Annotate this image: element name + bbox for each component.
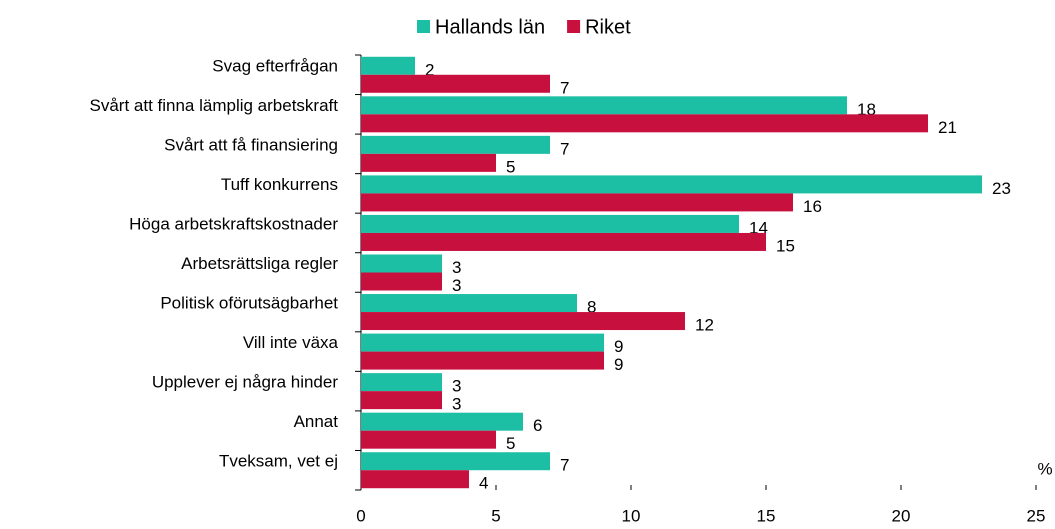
value-label: 9 (614, 355, 623, 374)
bar (361, 294, 577, 313)
x-tick-label: 20 (892, 506, 911, 525)
y-tick-label: Svårt att finna lämplig arbetskraft (89, 96, 338, 115)
value-label: 8 (587, 298, 596, 317)
value-label: 21 (938, 118, 957, 137)
x-tick-label: 10 (622, 506, 641, 525)
value-label: 2 (425, 60, 434, 79)
value-label: 3 (452, 276, 461, 295)
legend-swatch (567, 20, 581, 33)
value-label: 9 (614, 337, 623, 356)
y-tick-label: Vill inte växa (243, 333, 339, 352)
value-label: 3 (452, 258, 461, 277)
value-label: 14 (749, 218, 768, 237)
value-label: 7 (560, 456, 569, 475)
value-label: 6 (533, 416, 542, 435)
bar (361, 312, 685, 331)
y-tick-label: Svårt att få finansiering (164, 135, 338, 154)
bar (361, 114, 928, 133)
y-tick-label: Annat (294, 412, 339, 431)
x-tick-label: 15 (757, 506, 776, 525)
bar (361, 96, 847, 115)
bar (361, 452, 550, 471)
y-tick-label: Höga arbetskraftskostnader (129, 214, 338, 233)
value-label: 12 (695, 316, 714, 335)
bar (361, 272, 442, 291)
value-label: 3 (452, 395, 461, 414)
bar (361, 254, 442, 273)
y-tick-label: Upplever ej några hinder (152, 373, 339, 392)
bar (361, 232, 766, 251)
legend-swatch (417, 20, 430, 33)
bar (361, 175, 982, 194)
value-label: 23 (992, 179, 1011, 198)
bar (361, 135, 550, 154)
y-tick-label: Tuff konkurrens (221, 175, 338, 194)
x-tick-label: 0 (356, 506, 365, 525)
value-label: 4 (479, 474, 488, 493)
x-tick-label: 25 (1027, 506, 1046, 525)
value-label: 18 (857, 100, 876, 119)
bar (361, 193, 793, 212)
value-label: 7 (560, 78, 569, 97)
value-label: 5 (506, 157, 515, 176)
value-label: 5 (506, 434, 515, 453)
legend-label: Riket (585, 16, 631, 38)
x-axis-label: % (1037, 459, 1052, 478)
value-label: 7 (560, 139, 569, 158)
bar (361, 351, 604, 370)
bar (361, 430, 496, 449)
bar (361, 56, 415, 75)
bar (361, 373, 442, 392)
bar (361, 333, 604, 352)
bar (361, 391, 442, 410)
value-label: 3 (452, 377, 461, 396)
value-label: 15 (776, 236, 795, 255)
y-tick-label: Politisk oförutsägbarhet (160, 294, 338, 313)
y-tick-label: Tveksam, vet ej (219, 452, 338, 471)
bar (361, 74, 550, 93)
bar (361, 412, 523, 431)
bar (361, 153, 496, 172)
bar (361, 214, 739, 233)
legend-label: Hallands län (435, 16, 545, 38)
bar (361, 470, 469, 489)
x-tick-label: 5 (491, 506, 500, 525)
y-tick-label: Svag efterfrågan (212, 56, 338, 75)
y-tick-label: Arbetsrättsliga regler (181, 254, 338, 273)
value-label: 16 (803, 197, 822, 216)
